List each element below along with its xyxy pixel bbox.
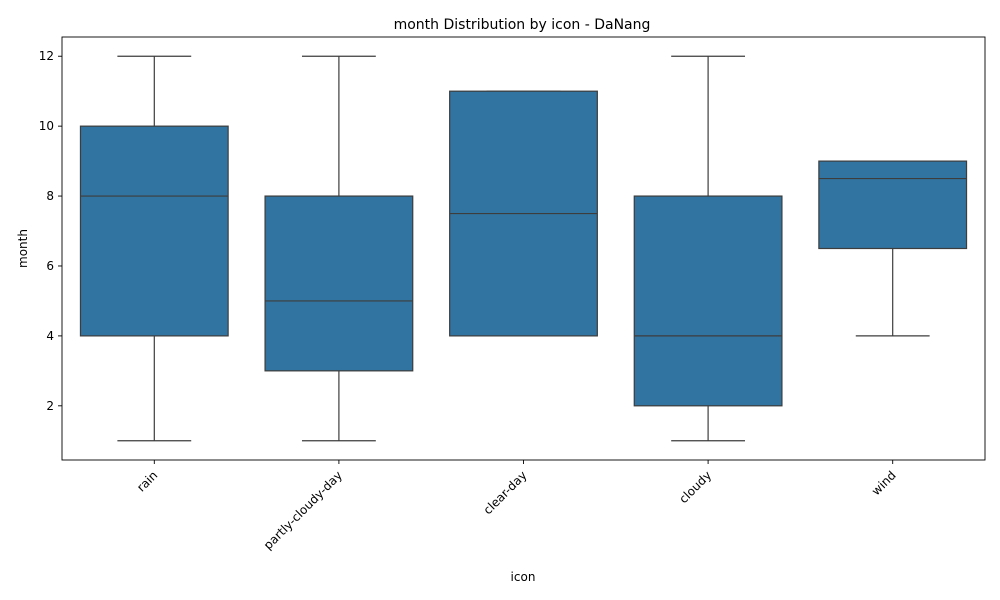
x-tick-label: clear-day	[481, 468, 530, 517]
x-axis-label: icon	[511, 570, 536, 584]
x-tick-label: wind	[869, 468, 899, 498]
y-axis-label: month	[16, 229, 30, 268]
x-tick-label: partly-cloudy-day	[261, 468, 345, 552]
box-rain	[79, 55, 229, 442]
y-tick-label: 6	[46, 259, 54, 273]
y-axis: 2 4 6 8 10 12	[39, 49, 62, 413]
x-tick-label: cloudy	[676, 468, 714, 506]
y-tick-label: 12	[39, 49, 54, 63]
y-tick-label: 10	[39, 119, 54, 133]
y-tick-label: 2	[46, 399, 54, 413]
y-tick-label: 4	[46, 329, 54, 343]
iqr-box	[818, 160, 968, 250]
x-tick-label: rain	[134, 468, 160, 494]
box-partly-cloudy-day	[264, 55, 414, 442]
x-axis: rain partly-cloudy-day clear-day cloudy wind	[134, 460, 899, 552]
box-clear-day	[449, 90, 598, 337]
box-cloudy	[633, 55, 783, 442]
box-wind	[818, 160, 968, 337]
y-tick-label: 8	[46, 189, 54, 203]
chart-title: month Distribution by icon - DaNang	[394, 17, 651, 33]
iqr-box	[633, 195, 783, 407]
plot-area	[79, 55, 968, 442]
iqr-box	[264, 195, 414, 372]
iqr-box	[79, 125, 229, 337]
